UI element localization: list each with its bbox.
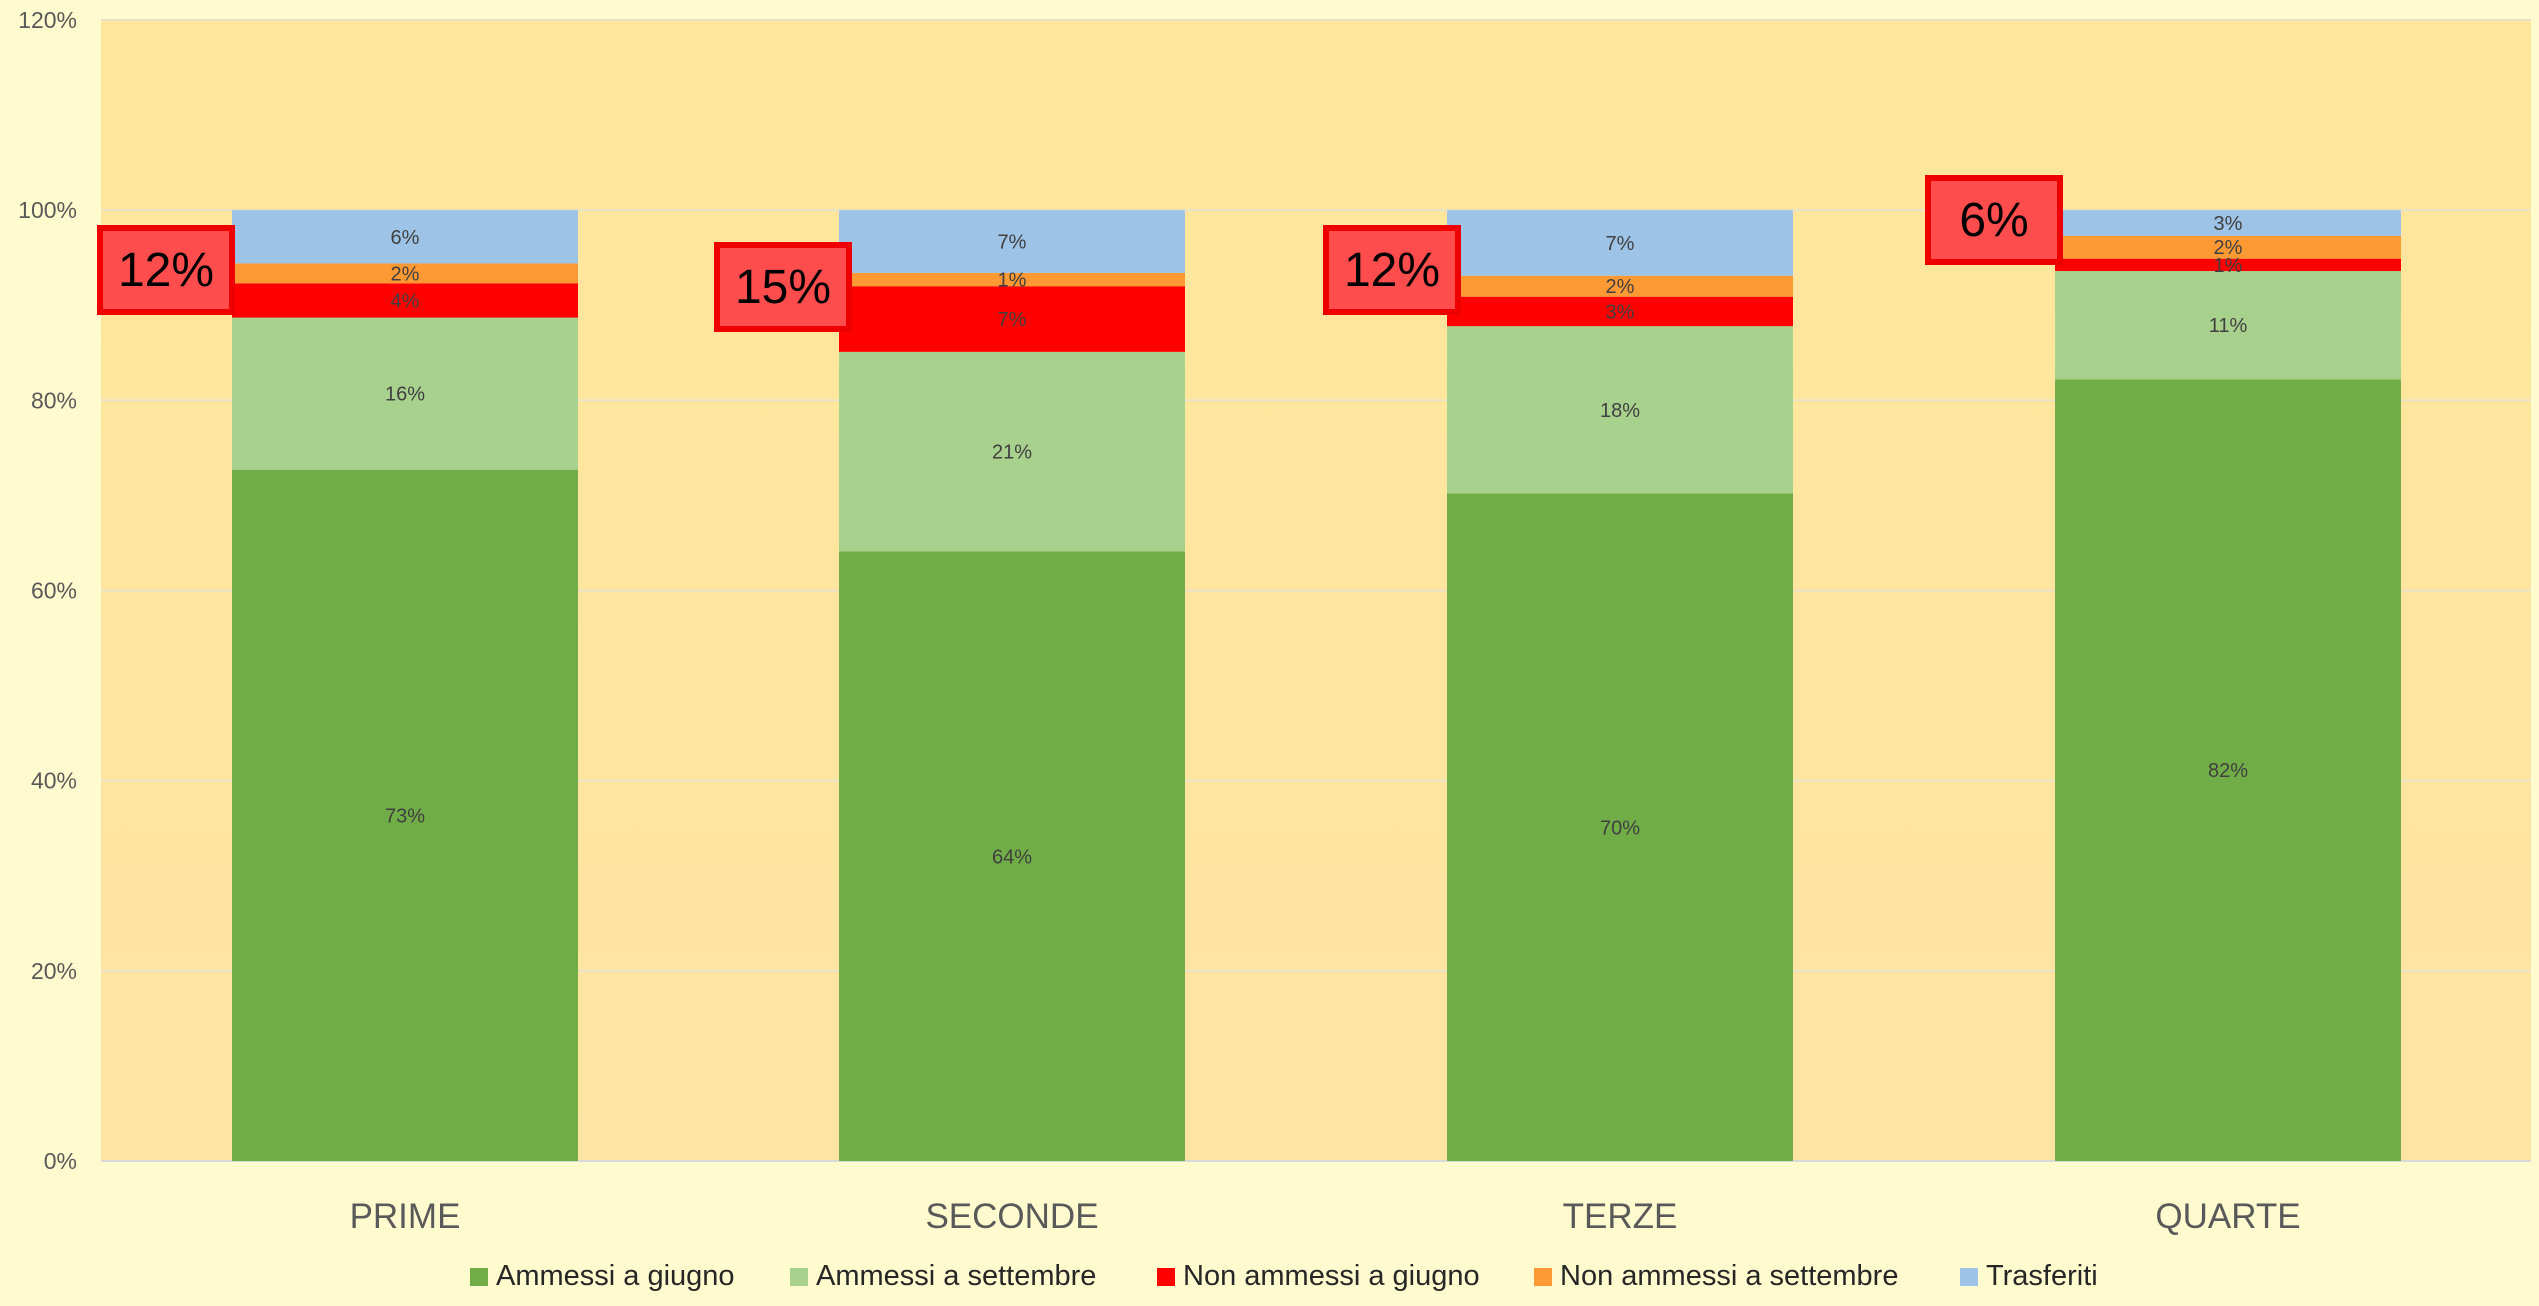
x-tick-seconde: SECONDE — [925, 1197, 1098, 1236]
data-labels: 73%16%4%2%6%64%21%7%1%7%70%18%3%2%7%82%1… — [385, 213, 2248, 868]
bar-seconde-ammessi-a-settembre — [839, 351, 1185, 552]
data-label-quarte-non-ammessi-a-settembre: 2% — [2214, 237, 2243, 259]
x-axis-tick-labels: PRIME SECONDE TERZE QUARTE — [350, 1197, 2301, 1236]
data-label-prime-ammessi-a-settembre: 16% — [385, 384, 425, 406]
y-tick-label: 40% — [31, 768, 77, 794]
data-label-quarte-non-ammessi-a-giugno: 1% — [2214, 255, 2243, 277]
y-tick-label: 80% — [31, 387, 77, 413]
legend: Ammessi a giugno Ammessi a settembre Non a… — [470, 1260, 2098, 1292]
legend-swatch-non-ammessi-a-giugno — [1157, 1268, 1175, 1286]
bar-terze-non-ammessi-a-giugno — [1447, 296, 1793, 327]
y-tick-label: 20% — [31, 958, 77, 984]
callout-label-terze: 12% — [1344, 244, 1440, 297]
bar-prime-trasferiti — [232, 210, 578, 264]
legend-label-ammessi-a-giugno: Ammessi a giugno — [496, 1260, 735, 1292]
callout-box-terze — [1323, 225, 1461, 315]
legend-label-ammessi-a-settembre: Ammessi a settembre — [816, 1260, 1096, 1292]
bar-prime-non-ammessi-a-settembre — [232, 263, 578, 284]
bar-seconde-non-ammessi-a-settembre — [839, 272, 1185, 287]
y-tick-label: 120% — [18, 7, 77, 33]
annotations: 12% 15% 12% 6% — [97, 175, 2063, 332]
data-label-prime-ammessi-a-giugno: 73% — [385, 805, 425, 827]
data-label-terze-non-ammessi-a-giugno: 3% — [1606, 301, 1635, 323]
legend-label-non-ammessi-a-settembre: Non ammessi a settembre — [1560, 1260, 1898, 1292]
data-label-prime-non-ammessi-a-giugno: 4% — [391, 290, 420, 312]
legend-swatch-ammessi-a-giugno — [470, 1268, 488, 1286]
x-tick-terze: TERZE — [1563, 1197, 1678, 1236]
legend-swatch-trasferiti — [1960, 1268, 1978, 1286]
y-tick-label: 60% — [31, 578, 77, 604]
bar-prime-ammessi-a-settembre — [232, 317, 578, 470]
bar-quarte-ammessi-a-giugno — [2055, 379, 2401, 1161]
x-tick-prime: PRIME — [350, 1197, 461, 1236]
bar-terze-ammessi-a-settembre — [1447, 326, 1793, 494]
callout-box-quarte — [1925, 175, 2063, 265]
bar-terze-trasferiti — [1447, 210, 1793, 276]
bar-prime-ammessi-a-giugno — [232, 469, 578, 1162]
bar-seconde-ammessi-a-giugno — [839, 551, 1185, 1161]
callout-box-prime — [97, 225, 235, 315]
bar-prime-non-ammessi-a-giugno — [232, 283, 578, 318]
callout-box-seconde — [714, 242, 852, 332]
data-label-quarte-ammessi-a-settembre: 11% — [2209, 315, 2248, 337]
x-tick-quarte: QUARTE — [2155, 1197, 2300, 1236]
bar-seconde-non-ammessi-a-giugno — [839, 286, 1185, 352]
data-label-terze-ammessi-a-giugno: 70% — [1600, 817, 1640, 839]
data-label-terze-non-ammessi-a-settembre: 2% — [1606, 276, 1635, 298]
callout-label-quarte: 6% — [1959, 194, 2028, 247]
y-tick-label: 0% — [44, 1148, 77, 1174]
bar-seconde-trasferiti — [839, 210, 1185, 273]
bar-terze-ammessi-a-giugno — [1447, 493, 1793, 1161]
bar-terze-non-ammessi-a-settembre — [1447, 275, 1793, 297]
legend-label-trasferiti: Trasferiti — [1986, 1260, 2098, 1292]
bar-quarte-ammessi-a-settembre — [2055, 271, 2401, 380]
y-axis-tick-labels: 0% 20% 40% 60% 80% 100% 120% — [18, 7, 77, 1174]
bar-quarte-trasferiti — [2055, 210, 2401, 236]
data-label-prime-trasferiti: 6% — [391, 227, 420, 249]
data-label-seconde-non-ammessi-a-settembre: 1% — [998, 270, 1027, 292]
legend-swatch-non-ammessi-a-settembre — [1534, 1268, 1552, 1286]
data-label-terze-trasferiti: 7% — [1606, 233, 1635, 255]
bar-quarte-non-ammessi-a-giugno — [2055, 258, 2401, 272]
legend-swatch-ammessi-a-settembre — [790, 1268, 808, 1286]
bars — [232, 210, 2401, 1162]
data-label-seconde-trasferiti: 7% — [998, 232, 1027, 254]
data-label-seconde-ammessi-a-settembre: 21% — [992, 442, 1032, 464]
data-label-prime-non-ammessi-a-settembre: 2% — [391, 263, 420, 285]
callout-label-seconde: 15% — [735, 261, 831, 314]
data-label-quarte-ammessi-a-giugno: 82% — [2208, 760, 2248, 782]
data-label-quarte-trasferiti: 3% — [2214, 213, 2243, 235]
bar-quarte-non-ammessi-a-settembre — [2055, 235, 2401, 259]
data-label-terze-ammessi-a-settembre: 18% — [1600, 400, 1640, 422]
data-label-seconde-ammessi-a-giugno: 64% — [992, 846, 1032, 868]
legend-label-non-ammessi-a-giugno: Non ammessi a giugno — [1183, 1260, 1480, 1292]
callout-label-prime: 12% — [118, 244, 214, 297]
data-label-seconde-non-ammessi-a-giugno: 7% — [998, 309, 1027, 331]
y-tick-label: 100% — [18, 197, 77, 223]
